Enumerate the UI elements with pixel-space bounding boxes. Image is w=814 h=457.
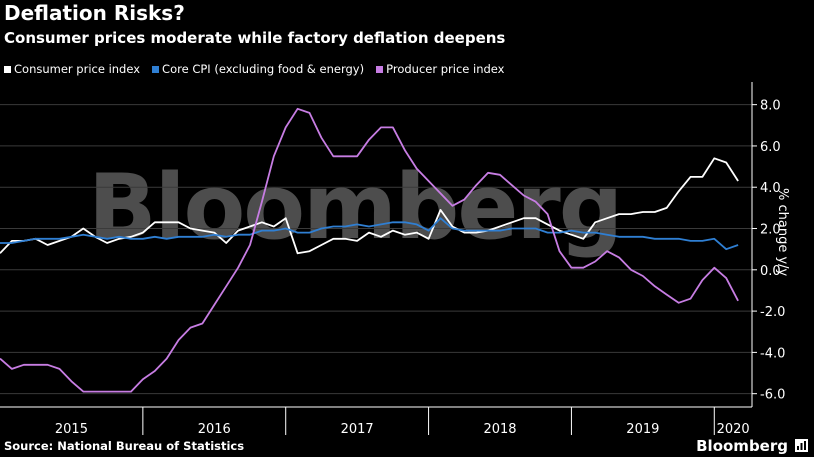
bar-chart-icon <box>795 439 808 452</box>
y-axis: 8.0 6.0 4.0 2.0 0.0 -2.0 -4.0 -6.0 <box>751 82 785 407</box>
x-tick-label: 2020 <box>717 422 750 437</box>
y-tick-label: -6.0 <box>760 388 785 403</box>
x-tick-label: 2019 <box>626 422 659 437</box>
legend-swatch-ppi <box>376 65 384 73</box>
legend-item-ppi: Producer price index <box>376 62 504 76</box>
y-tick-label: 0.0 <box>760 264 781 279</box>
legend-swatch-core-cpi <box>152 65 160 73</box>
legend-item-core-cpi: Core CPI (excluding food & energy) <box>152 62 364 76</box>
source-note: Source: National Bureau of Statistics <box>4 439 245 453</box>
watermark: Bloomberg <box>88 155 623 260</box>
chart-title: Deflation Risks? <box>4 1 185 25</box>
series-line-ppi <box>0 107 739 393</box>
y-tick-label: -2.0 <box>760 305 785 320</box>
y-tick-label: 4.0 <box>760 181 781 196</box>
legend: Consumer price index Core CPI (excluding… <box>4 62 504 76</box>
x-axis: 2015 2016 2017 2018 2019 2020 <box>0 406 752 437</box>
y-tick-label: 2.0 <box>760 223 781 238</box>
y-tick-label: 6.0 <box>760 140 781 155</box>
legend-label-ppi: Producer price index <box>386 62 505 76</box>
gridlines <box>0 104 752 395</box>
legend-swatch-cpi <box>4 65 11 73</box>
legend-label-core-cpi: Core CPI (excluding food & energy) <box>162 62 365 76</box>
y-tick-label: 8.0 <box>760 99 781 114</box>
x-tick-label: 2016 <box>198 422 231 437</box>
y-tick-label: -4.0 <box>760 346 785 361</box>
series-lines <box>0 107 739 393</box>
y-axis-label: % change y/y <box>775 188 790 277</box>
x-tick-label: 2017 <box>341 422 374 437</box>
legend-label-cpi: Consumer price index <box>14 62 141 76</box>
x-tick-label: 2015 <box>55 422 88 437</box>
x-tick-label: 2018 <box>483 422 516 437</box>
brand-logo: Bloomberg <box>696 437 788 455</box>
chart-subtitle: Consumer prices moderate while factory d… <box>4 29 506 47</box>
series-line-core-cpi <box>0 217 739 251</box>
legend-item-cpi: Consumer price index <box>4 62 140 76</box>
